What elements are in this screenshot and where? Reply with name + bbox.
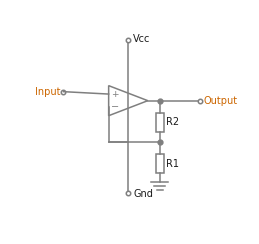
Bar bbox=[156, 113, 164, 132]
Text: +: + bbox=[111, 90, 118, 99]
Text: −: − bbox=[111, 102, 119, 112]
Text: R1: R1 bbox=[166, 159, 179, 169]
Text: Input: Input bbox=[35, 87, 61, 97]
Bar bbox=[156, 154, 164, 173]
Text: R2: R2 bbox=[166, 117, 179, 127]
Text: Vcc: Vcc bbox=[133, 34, 150, 44]
Text: Gnd: Gnd bbox=[134, 189, 154, 199]
Text: Output: Output bbox=[204, 96, 238, 106]
